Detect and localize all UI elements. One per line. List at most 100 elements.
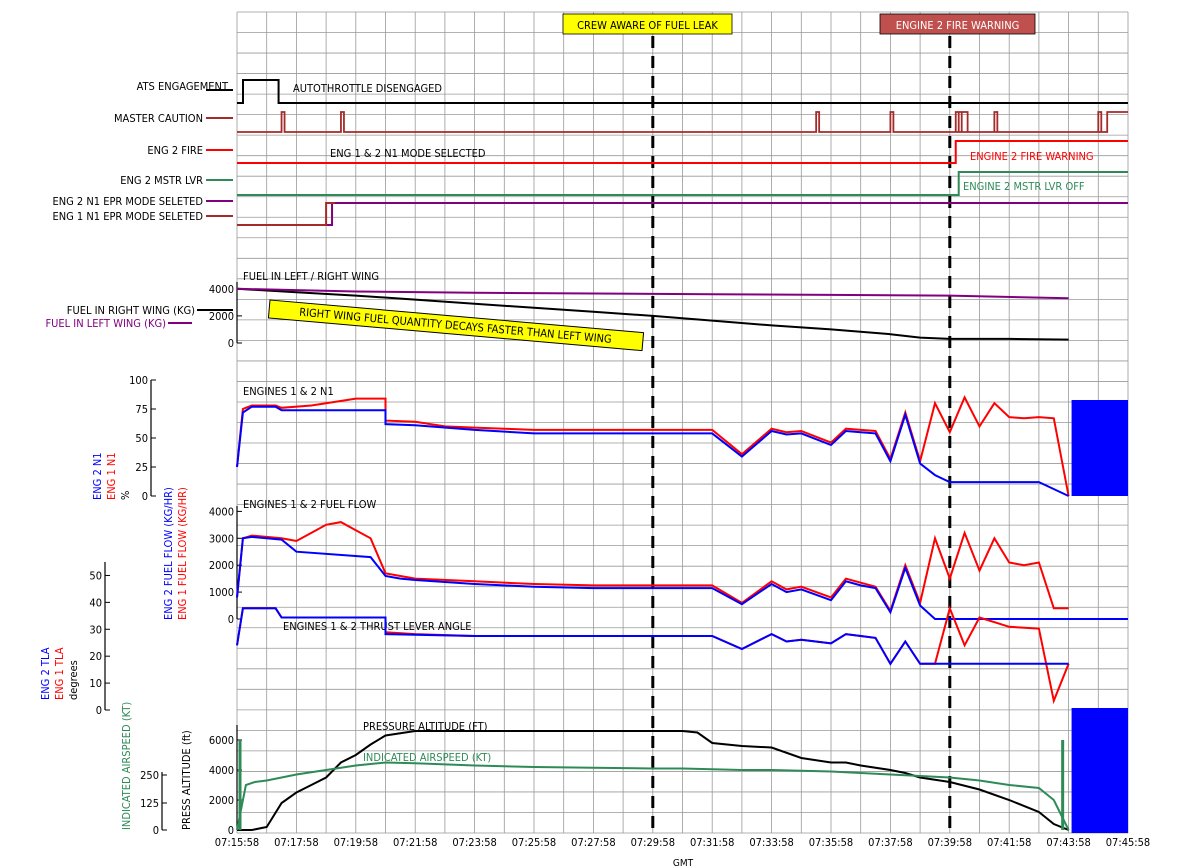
event-label: ENGINE 2 FIRE WARNING — [896, 19, 1020, 32]
x-tick-label: 07:35:58 — [809, 836, 853, 849]
n1-line — [236, 395, 1070, 497]
fuel-annotation-box — [267, 299, 645, 352]
master-caution-label: MASTER CAUTION — [114, 112, 203, 125]
n1-axis-label: ENG 1 N1 — [105, 452, 118, 500]
ias-title: INDICATED AIRSPEED (KT) — [363, 751, 491, 764]
ff-tick-label: 4000 — [209, 505, 234, 518]
alt-axis-label: PRESS ALTITUDE (ft) — [180, 730, 193, 830]
x-tick-label: 07:31:58 — [690, 836, 734, 849]
ias-tick-label: 125 — [140, 797, 159, 810]
n1-axis-label: ENG 2 N1 — [91, 452, 104, 500]
x-tick-label: 07:27:58 — [571, 836, 615, 849]
ats-annotation: AUTOTHROTTLE DISENGAGED — [293, 82, 442, 95]
n1-axis-label: % — [119, 491, 132, 500]
n1-tick-label: 75 — [135, 403, 148, 416]
x-axis-label: GMT — [673, 858, 694, 868]
fire-annotation: ENGINE 2 FIRE WARNING — [970, 150, 1094, 163]
tla-tick-label: 0 — [96, 704, 102, 717]
fuel-wing-tick-label: 4000 — [209, 283, 234, 296]
x-tick-label: 07:21:58 — [393, 836, 437, 849]
alt-tick-label: 0 — [228, 824, 234, 837]
ats-trace — [237, 79, 1128, 104]
eng1-epr-trace — [237, 202, 336, 226]
n1-title: ENGINES 1 & 2 N1 — [243, 385, 334, 398]
mstr-lvr-trace — [237, 171, 1128, 196]
tla-axis-label: ENG 1 TLA — [53, 647, 66, 700]
ff-axis-label: ENG 2 FUEL FLOW (KG/HR) — [162, 487, 175, 620]
alt-tick-label: 2000 — [209, 794, 234, 807]
alt-line — [237, 730, 1069, 831]
ff-tick-label: 3000 — [209, 532, 234, 545]
event-label-box — [879, 13, 1036, 35]
eng1-n1-epr-label: ENG 1 N1 EPR MODE SELETED — [52, 210, 203, 223]
alt-tick-label: 4000 — [209, 764, 234, 777]
x-tick-label: 07:37:58 — [868, 836, 912, 849]
ff-line — [236, 521, 1069, 614]
ff-axis-label-group: ENG 2 FUEL FLOW (KG/HR) ENG 1 FUEL FLOW (… — [162, 487, 189, 620]
eng2-fire-label: ENG 2 FIRE — [147, 144, 203, 157]
ias-tick-label: 0 — [153, 824, 159, 837]
ias-tick-label: 250 — [140, 769, 159, 782]
n1-line — [236, 405, 1070, 497]
mstr-annotation: ENGINE 2 MSTR LVR OFF — [963, 180, 1085, 193]
ias-axis-label-group: INDICATED AIRSPEED (KT) — [120, 702, 133, 830]
alt-title: PRESSURE ALTITUDE (FT) — [363, 720, 488, 733]
dynamic-layer: 07:15:58 07:17:58 07:19:58 07:21:58 07:23:58… — [39, 11, 1150, 868]
n1-tick-label: 25 — [135, 461, 148, 474]
tla-tick-label: 50 — [89, 569, 102, 582]
fuel-left-label: FUEL IN LEFT WING (KG) — [45, 317, 166, 330]
tla-axis-label-group: ENG 2 TLA ENG 1 TLA degrees — [39, 647, 80, 700]
master-caution-trace — [237, 111, 1128, 133]
tla-title: ENGINES 1 & 2 THRUST LEVER ANGLE — [283, 620, 472, 633]
n1-mode-annotation: ENG 1 & 2 N1 MODE SELECTED — [330, 147, 486, 160]
x-tick-label: 07:33:58 — [749, 836, 793, 849]
eng2-n1-epr-label: ENG 2 N1 EPR MODE SELETED — [52, 195, 203, 208]
tla-axis-label: ENG 2 TLA — [39, 647, 52, 700]
fuel-wing-line — [236, 287, 1069, 341]
eng2-fire-trace — [237, 140, 1128, 164]
x-tick-label: 07:39:58 — [928, 836, 972, 849]
ff-tick-label: 1000 — [209, 586, 234, 599]
n1-tick-label: 0 — [142, 490, 148, 503]
fuel-annotation-group: RIGHT WING FUEL QUANTITY DECAYS FASTER T… — [267, 299, 645, 352]
x-tick-label: 07:29:58 — [631, 836, 675, 849]
ff-title: ENGINES 1 & 2 FUEL FLOW — [243, 498, 376, 511]
x-tick-label: 07:17:58 — [274, 836, 318, 849]
n1-axis-label-group: ENG 2 N1 ENG 1 N1% — [91, 452, 132, 500]
alt-axis-label-group: PRESS ALTITUDE (ft) — [180, 730, 193, 830]
alt-tick-label: 6000 — [209, 734, 234, 747]
ias-axis-label: INDICATED AIRSPEED (KT) — [120, 702, 133, 830]
fuel-wing-tick-label: 0 — [228, 337, 234, 350]
fuel-wing-line — [236, 287, 1069, 300]
tla-tick-label: 20 — [89, 650, 102, 663]
tla-tick-label: 10 — [89, 677, 102, 690]
x-tick-label: 07:19:58 — [334, 836, 378, 849]
tla-tick-label: 40 — [89, 596, 102, 609]
tla-axis-label: degrees — [67, 660, 80, 700]
ias-line — [236, 761, 1070, 831]
event-label: CREW AWARE OF FUEL LEAK — [577, 19, 718, 32]
ats-label: ATS ENGAGEMENT — [137, 80, 229, 93]
x-tick-label: 07:43:58 — [1046, 836, 1090, 849]
x-tick-label: 07:23:58 — [452, 836, 496, 849]
x-tick-label: 07:15:58 — [215, 836, 259, 849]
fuel-wing-tick-label: 2000 — [209, 310, 234, 323]
ff-axis-label: ENG 1 FUEL FLOW (KG/HR) — [176, 487, 189, 620]
x-tick-label: 07:45:58 — [1106, 836, 1150, 849]
tla-tick-label: 30 — [89, 623, 102, 636]
n1-end-block — [1071, 400, 1128, 496]
discrete-labels: ATS ENGAGEMENT MASTER CAUTION ENG 2 FIRE… — [52, 80, 229, 223]
tla-line — [236, 607, 1069, 666]
n1-tick-label: 100 — [129, 374, 148, 387]
event-label-box — [562, 13, 733, 35]
fuel-wing-title: FUEL IN LEFT / RIGHT WING — [243, 270, 379, 283]
n1-tick-label: 50 — [135, 432, 148, 445]
eng2-mstr-lvr-label: ENG 2 MSTR LVR — [120, 174, 203, 187]
fuel-right-label: FUEL IN RIGHT WING (KG) — [67, 304, 195, 317]
ff-tick-label: 2000 — [209, 559, 234, 572]
x-tick-label: 07:25:58 — [512, 836, 556, 849]
ff-tick-label: 0 — [228, 613, 234, 626]
ff-line — [236, 535, 1069, 620]
x-tick-label: 07:41:58 — [987, 836, 1031, 849]
